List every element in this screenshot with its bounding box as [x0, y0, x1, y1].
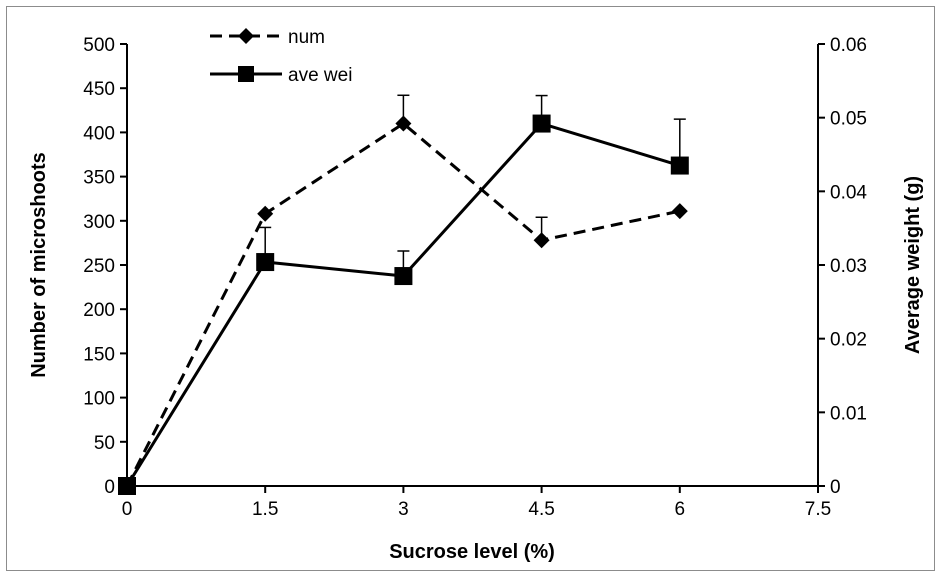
- y2-tick-label: 0.06: [830, 35, 867, 56]
- y2-tick-label: 0: [830, 477, 841, 498]
- y-tick-label: 100: [83, 389, 115, 410]
- ticks: [120, 43, 825, 493]
- y2-tick-label: 0.05: [830, 109, 867, 130]
- error-bars: [259, 94, 686, 277]
- legend-label-num: num: [288, 27, 325, 48]
- point-num: [671, 203, 688, 220]
- axes: [126, 44, 819, 487]
- point-ave-wei: [256, 253, 275, 272]
- y-tick-label: 350: [83, 168, 115, 189]
- legend-label-ave-wei: ave wei: [288, 65, 352, 86]
- y-tick-label: 400: [83, 123, 115, 144]
- point-ave-wei: [670, 156, 689, 175]
- point-ave-wei: [394, 267, 413, 286]
- y2-tick-label: 0.03: [830, 256, 867, 277]
- x-tick-label: 7.5: [805, 499, 831, 520]
- point-ave-wei: [118, 477, 136, 495]
- series-lines: [125, 122, 681, 487]
- x-tick-label: 3: [398, 499, 409, 520]
- legend: num ave wei: [210, 27, 352, 86]
- x-tick-label: 4.5: [528, 499, 554, 520]
- y-tick-label: 450: [83, 79, 115, 100]
- legend-marker-num: [238, 28, 254, 44]
- series-line-num: [125, 122, 681, 487]
- tick-labels: 0 50 100 150 200 250 300 350 400 450 500 0 0.01 0.02 0…: [83, 35, 867, 520]
- legend-marker-ave-wei: [238, 66, 254, 82]
- series-line-ave-wei: [125, 122, 681, 487]
- point-num: [395, 115, 412, 132]
- x-tick-label: 1.5: [252, 499, 278, 520]
- y-axis-title: Number of microshoots: [28, 152, 50, 378]
- y-tick-label: 0: [104, 477, 115, 498]
- chart-frame: [6, 6, 935, 571]
- y-tick-label: 150: [83, 344, 115, 365]
- x-tick-label: 6: [675, 499, 686, 520]
- point-num: [533, 232, 550, 249]
- y2-tick-label: 0.01: [830, 403, 867, 424]
- point-ave-wei: [532, 114, 551, 133]
- x-axis-title: Sucrose level (%): [389, 541, 555, 563]
- y2-axis-title: Average weight (g): [902, 176, 924, 354]
- y-tick-label: 50: [94, 433, 115, 454]
- y-tick-label: 250: [83, 256, 115, 277]
- x-tick-label: 0: [122, 499, 133, 520]
- series-markers: [118, 114, 689, 495]
- y-tick-label: 300: [83, 212, 115, 233]
- y-tick-label: 200: [83, 300, 115, 321]
- point-num: [257, 205, 274, 222]
- y-tick-label: 500: [83, 35, 115, 56]
- y2-tick-label: 0.02: [830, 330, 867, 351]
- y2-tick-label: 0.04: [830, 182, 867, 203]
